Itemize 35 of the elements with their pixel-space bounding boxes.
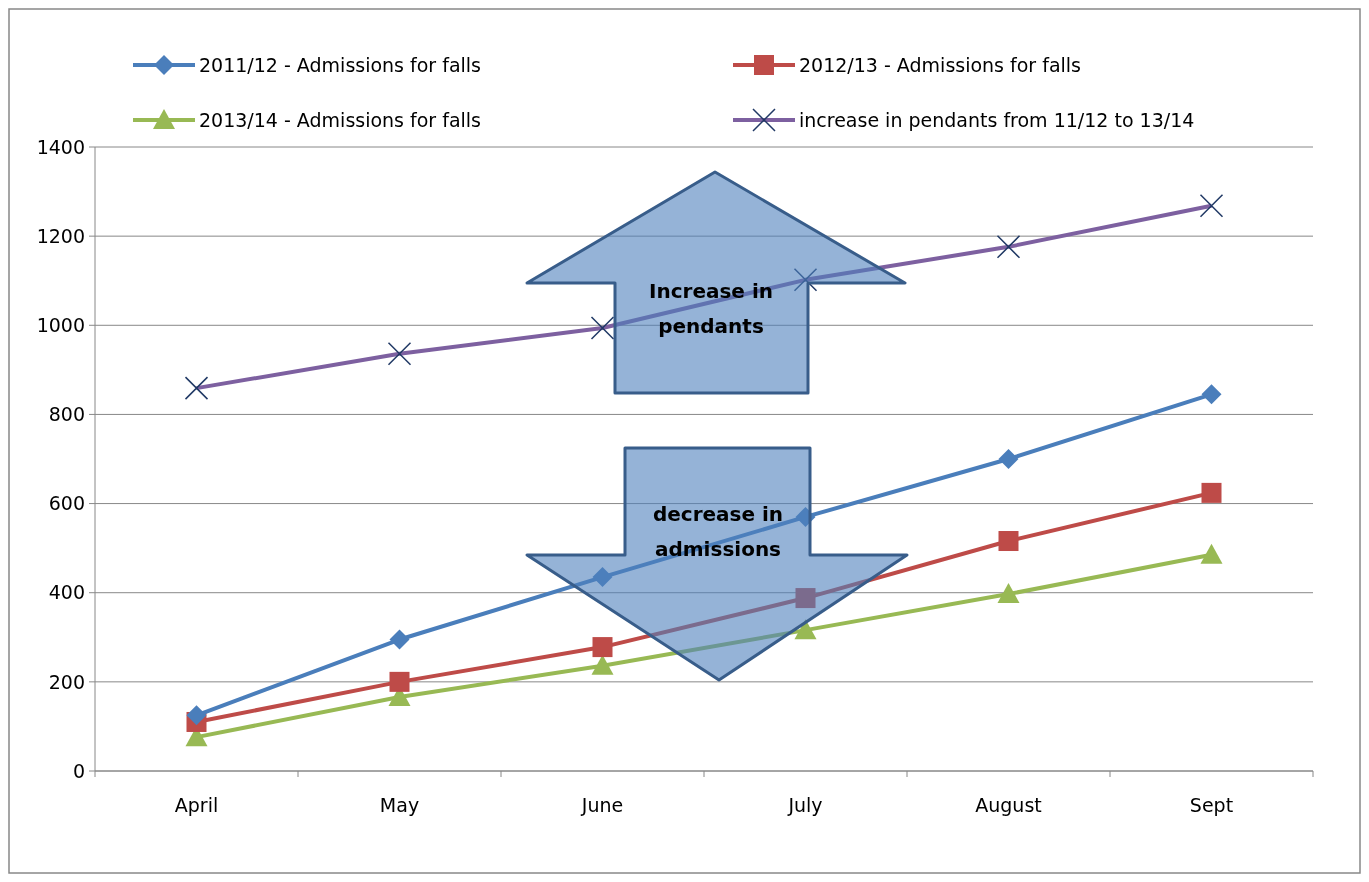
- point: [592, 567, 613, 588]
- y-tick-label: 1000: [36, 313, 85, 336]
- y-tick-label: 800: [48, 403, 85, 426]
- point: [997, 583, 1020, 604]
- x-tick-label: May: [379, 794, 420, 816]
- legend-label: 2012/13 - Admissions for falls: [799, 53, 1082, 76]
- annotation: decrease in admissions: [652, 502, 784, 561]
- point: [1200, 543, 1223, 564]
- x-tick-label: August: [975, 794, 1042, 816]
- y-tick-label: 1200: [36, 224, 85, 247]
- x-tick-label: April: [174, 794, 219, 816]
- x-tick-label: Sept: [1189, 794, 1234, 816]
- point: [794, 619, 817, 640]
- y-tick-label: 600: [48, 492, 85, 515]
- point: [795, 588, 816, 609]
- point: [389, 671, 410, 692]
- point: [998, 449, 1019, 469]
- x-tick-label: June: [580, 794, 624, 816]
- legend-label: increase in pendants from 11/12 to 13/14: [799, 108, 1195, 131]
- point: [795, 506, 816, 527]
- x-tick-label: July: [787, 794, 823, 816]
- legend-label: 2011/12 - Admissions for falls: [199, 53, 482, 76]
- y-tick-label: 1400: [36, 135, 85, 158]
- point: [998, 531, 1019, 552]
- point: [186, 705, 207, 726]
- point: [1201, 482, 1222, 503]
- legend-label: 2013/14 - Admissions for falls: [199, 108, 482, 131]
- point: [1201, 384, 1222, 405]
- point: [591, 654, 614, 675]
- y-tick-label: 400: [48, 581, 85, 604]
- point: [592, 637, 613, 658]
- point: [389, 629, 410, 650]
- y-tick-label: 0: [72, 759, 85, 782]
- y-tick-label: 200: [48, 670, 85, 693]
- annotation: Increase in pendants: [649, 279, 773, 338]
